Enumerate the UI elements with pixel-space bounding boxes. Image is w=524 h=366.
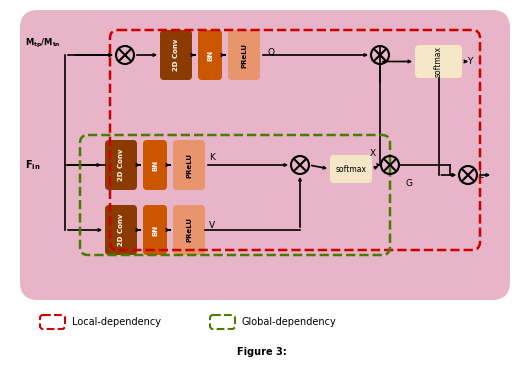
Text: BN: BN [207,49,213,60]
Text: PReLU: PReLU [186,153,192,178]
Text: G: G [405,179,412,187]
Text: softmax: softmax [335,164,366,173]
FancyBboxPatch shape [105,140,137,190]
Text: PReLU: PReLU [241,42,247,67]
Text: 2D Conv: 2D Conv [118,214,124,246]
Text: K: K [209,153,215,161]
Text: 2D Conv: 2D Conv [118,149,124,181]
FancyBboxPatch shape [160,30,192,80]
FancyBboxPatch shape [198,30,222,80]
Text: Q: Q [268,48,275,56]
Text: $\bf{F}_{in}$: $\bf{F}_{in}$ [25,158,40,172]
Text: Global-dependency: Global-dependency [242,317,337,327]
Text: L: L [478,171,483,179]
FancyBboxPatch shape [415,45,462,78]
FancyBboxPatch shape [330,155,372,183]
Text: 2D Conv: 2D Conv [173,39,179,71]
Text: Y: Y [467,57,472,66]
FancyBboxPatch shape [143,140,167,190]
Text: V: V [209,220,215,229]
Text: $\bf{M}_{tp}/\bf{M}_{tn}$: $\bf{M}_{tp}/\bf{M}_{tn}$ [25,37,61,49]
Text: PReLU: PReLU [186,217,192,243]
Text: softmax: softmax [434,46,443,77]
FancyBboxPatch shape [173,140,205,190]
FancyBboxPatch shape [105,205,137,255]
FancyBboxPatch shape [20,10,510,300]
FancyBboxPatch shape [143,205,167,255]
Text: BN: BN [152,160,158,171]
FancyBboxPatch shape [228,30,260,80]
Text: Figure 3:: Figure 3: [237,347,287,357]
FancyBboxPatch shape [173,205,205,255]
Text: X: X [370,149,376,157]
Text: Local-dependency: Local-dependency [72,317,161,327]
Text: BN: BN [152,224,158,236]
